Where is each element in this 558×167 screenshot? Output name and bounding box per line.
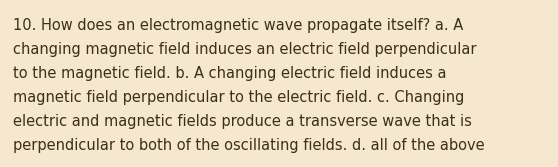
Text: 10. How does an electromagnetic wave propagate itself? a. A: 10. How does an electromagnetic wave pro… — [13, 18, 463, 33]
Text: to the magnetic field. b. A changing electric field induces a: to the magnetic field. b. A changing ele… — [13, 66, 446, 81]
Text: magnetic field perpendicular to the electric field. c. Changing: magnetic field perpendicular to the elec… — [13, 90, 464, 105]
Text: electric and magnetic fields produce a transverse wave that is: electric and magnetic fields produce a t… — [13, 114, 472, 129]
Text: perpendicular to both of the oscillating fields. d. all of the above: perpendicular to both of the oscillating… — [13, 138, 485, 153]
Text: changing magnetic field induces an electric field perpendicular: changing magnetic field induces an elect… — [13, 42, 477, 57]
